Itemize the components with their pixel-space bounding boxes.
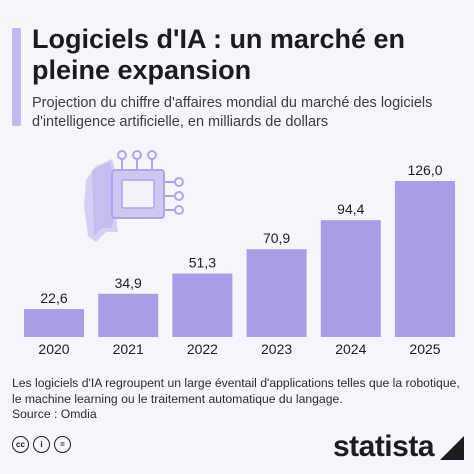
value-label-2020: 22,6	[40, 290, 67, 306]
footer: cc i = statista	[0, 428, 474, 474]
value-label-2022: 51,3	[189, 254, 216, 270]
by-icon[interactable]: i	[33, 436, 50, 453]
license-icons: cc i =	[12, 436, 71, 453]
bar-2022	[172, 273, 233, 337]
nd-icon[interactable]: =	[54, 436, 71, 453]
chart-footnote: Les logiciels d'IA regroupent un large é…	[12, 376, 460, 406]
x-tick-label-2024: 2024	[335, 341, 366, 357]
x-tick-label-2025: 2025	[409, 341, 440, 357]
bar-2021	[98, 293, 159, 337]
bar-2023	[246, 249, 307, 337]
statista-logo[interactable]: statista	[332, 430, 435, 463]
value-label-2025: 126,0	[407, 162, 442, 178]
value-label-2023: 70,9	[263, 230, 290, 246]
x-tick-label-2023: 2023	[261, 341, 292, 357]
x-tick-label-2021: 2021	[113, 341, 144, 357]
title-accent-bar	[12, 28, 21, 126]
value-label-2021: 34,9	[115, 275, 142, 291]
page-subtitle: Projection du chiffre d'affaires mondial…	[32, 95, 433, 130]
value-label-2024: 94,4	[337, 201, 364, 217]
cc-icon[interactable]: cc	[12, 436, 29, 453]
page-title: Logiciels d'IA : un marché en pleine exp…	[32, 24, 405, 85]
x-tick-label-2022: 2022	[187, 341, 218, 357]
ai-head-chip-icon	[84, 150, 184, 242]
bar-chart: 22,6 2020 34,9 2021 51,3 2022 70,9 2023 94,4 2024…	[24, 150, 455, 357]
bar-2025	[395, 181, 455, 337]
statista-logo-mark-icon	[440, 436, 464, 460]
x-tick-label-2020: 2020	[38, 341, 69, 357]
bar-2024	[320, 220, 381, 337]
bar-2020	[24, 309, 84, 337]
chart-source: Source : Omdia	[12, 407, 97, 421]
